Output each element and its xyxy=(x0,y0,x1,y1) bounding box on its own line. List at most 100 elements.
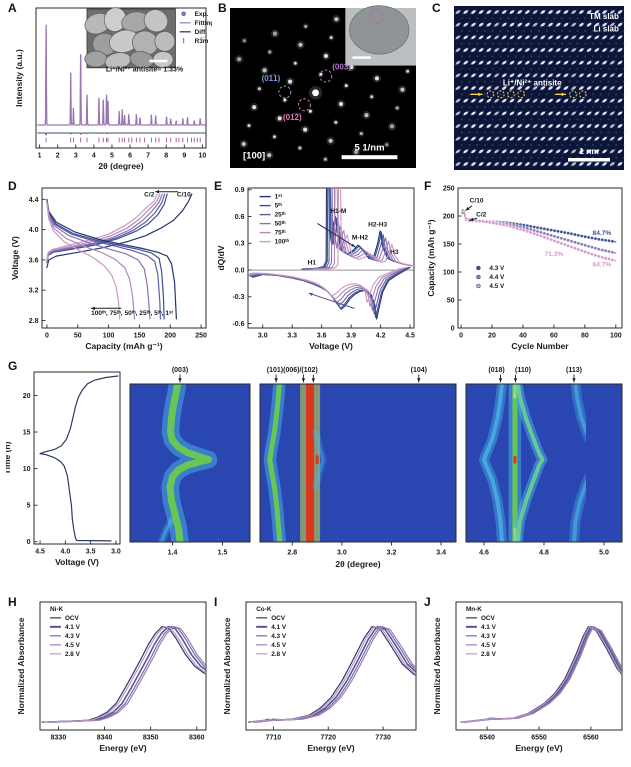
insitu-xrd-contour-003: 1.4 1.5 (003) xyxy=(129,367,251,557)
svg-text:4.4: 4.4 xyxy=(29,197,39,204)
svg-text:Exp.: Exp. xyxy=(195,11,209,18)
svg-text:100: 100 xyxy=(443,269,455,276)
svg-text:8: 8 xyxy=(164,153,168,160)
svg-text:100ᵗʰ, 75ᵗʰ, 50ᵗʰ, 25ᵗʰ, 5ᵗʰ,: 100ᵗʰ, 75ᵗʰ, 50ᵗʰ, 25ᵗʰ, 5ᵗʰ, 1ˢᵗ xyxy=(91,310,173,317)
svg-text:0.6: 0.6 xyxy=(235,214,245,221)
svg-text:0.3: 0.3 xyxy=(235,241,245,248)
svg-text:4.5 V: 4.5 V xyxy=(489,283,505,290)
panel-e: E 3.0 3.3 3.6 3.9 4.2 4.5 -0.6 -0.3 0.0 0.3 0.6 0.9… xyxy=(212,179,422,360)
svg-text:3.0: 3.0 xyxy=(337,550,347,557)
svg-text:Ni-K: Ni-K xyxy=(50,606,64,613)
svg-text:(101)(006)/(102): (101)(006)/(102) xyxy=(267,367,318,374)
voltage-time-chart: 4.5 4.0 3.5 3.0 0 5 10 15 20 Voltage (V) Time (h) xyxy=(6,371,121,567)
svg-text:4.1 V: 4.1 V xyxy=(481,624,497,631)
svg-text:2.8: 2.8 xyxy=(287,550,297,557)
svg-text:84.7%: 84.7% xyxy=(593,230,612,237)
svg-text:40: 40 xyxy=(519,333,527,340)
svg-text:dQ/dV: dQ/dV xyxy=(216,245,226,270)
panel-label-f: F xyxy=(424,179,432,193)
svg-text:(003): (003) xyxy=(172,367,188,374)
svg-text:H1: H1 xyxy=(308,260,317,267)
svg-text:0: 0 xyxy=(45,333,49,340)
svg-text:4.0: 4.0 xyxy=(29,227,39,234)
svg-text:6540: 6540 xyxy=(479,735,495,742)
svg-text:3: 3 xyxy=(74,153,78,160)
insitu-xrd-contour-101-104: 2.8 3.0 3.2 3.4 2θ (degree) (101)(006)/(102) (… xyxy=(259,367,457,569)
panel-i: I 7710 7720 7730 Energy (eV) Normalized Abso… xyxy=(212,595,422,764)
svg-text:2.8 V: 2.8 V xyxy=(271,651,287,658)
svg-text:Li slab: Li slab xyxy=(594,25,619,34)
charge-discharge-chart: 0 50 100 150 200 250 2.8 3.2 3.6 4.0 4.4 Capacity (… xyxy=(10,187,207,351)
svg-text:7710: 7710 xyxy=(266,735,282,742)
svg-text:6560: 6560 xyxy=(583,735,599,742)
panel-label-g: G xyxy=(8,359,18,373)
svg-text:4.6: 4.6 xyxy=(479,550,489,557)
svg-text:7: 7 xyxy=(146,153,150,160)
svg-text:0: 0 xyxy=(459,333,463,340)
svg-text:4.0: 4.0 xyxy=(60,549,70,556)
svg-text:60: 60 xyxy=(550,333,558,340)
panel-h: H 8330 8340 8350 8360 Energy (eV) Normalized … xyxy=(6,595,212,764)
panel-g-voltage: G 4.5 4.0 3.5 3.0 0 5 10 15 20 Voltage (V) Time (h… xyxy=(6,359,126,586)
svg-text:Mn-K: Mn-K xyxy=(466,606,482,613)
svg-text:5ᵗʰ: 5ᵗʰ xyxy=(275,203,283,210)
panel-f: F 0 20 40 60 80 100 0 50 100 150 200 250 Cycle Numbe… xyxy=(422,179,628,360)
svg-text:Co-K: Co-K xyxy=(256,606,272,613)
svg-text:Energy (eV): Energy (eV) xyxy=(515,743,562,753)
svg-text:200: 200 xyxy=(164,333,176,340)
svg-text:8350: 8350 xyxy=(143,735,159,742)
svg-text:-0.3: -0.3 xyxy=(232,294,244,301)
svg-text:7730: 7730 xyxy=(375,735,391,742)
svg-text:Capacity (mAh g⁻¹): Capacity (mAh g⁻¹) xyxy=(426,219,436,296)
svg-text:3.0: 3.0 xyxy=(111,549,121,556)
svg-text:2θ (degree): 2θ (degree) xyxy=(335,559,380,569)
svg-text:Voltage (V): Voltage (V) xyxy=(55,557,99,567)
svg-text:3.2: 3.2 xyxy=(387,550,397,557)
svg-text:2.8: 2.8 xyxy=(29,318,39,325)
panel-label-b: B xyxy=(218,1,227,15)
svg-text:4: 4 xyxy=(92,153,96,160)
svg-text:1.4: 1.4 xyxy=(168,550,178,557)
svg-text:3.3: 3.3 xyxy=(287,333,297,340)
svg-text:4.5 V: 4.5 V xyxy=(481,642,497,649)
ni-k-xas-chart: 8330 8340 8350 8360 Energy (eV) Normalized Ab… xyxy=(16,601,207,753)
svg-text:Intensity (a.u.): Intensity (a.u.) xyxy=(14,49,24,107)
svg-text:Capacity (mAh g⁻¹): Capacity (mAh g⁻¹) xyxy=(85,341,162,351)
svg-text:(01̅2̅): (01̅2̅) xyxy=(283,113,302,122)
panel-label-a: A xyxy=(8,1,17,15)
svg-text:Fitting: Fitting xyxy=(195,20,212,27)
svg-text:250: 250 xyxy=(195,333,207,340)
svg-text:10: 10 xyxy=(23,466,31,473)
svg-text:3.2: 3.2 xyxy=(29,288,39,295)
svg-text:Voltage (V): Voltage (V) xyxy=(309,341,353,351)
svg-text:(113): (113) xyxy=(566,367,582,374)
svg-text:5: 5 xyxy=(27,503,31,510)
svg-text:50: 50 xyxy=(447,297,455,304)
svg-text:50ᵗʰ: 50ᵗʰ xyxy=(275,221,286,228)
svg-text:4.3 V: 4.3 V xyxy=(65,633,81,640)
svg-text:Cycle Number: Cycle Number xyxy=(511,341,569,351)
saed-pattern-image: (003) (01̅1) (01̅2̅) [100] 5 1/nm xyxy=(230,5,416,168)
svg-text:50: 50 xyxy=(74,333,82,340)
svg-text:5.0: 5.0 xyxy=(599,550,609,557)
svg-text:0.9: 0.9 xyxy=(235,187,245,194)
svg-text:TM slab: TM slab xyxy=(589,12,619,21)
svg-text:R3̅m: R3̅m xyxy=(195,37,209,45)
panel-label-c: C xyxy=(432,1,441,15)
svg-text:10: 10 xyxy=(198,153,206,160)
svg-text:0: 0 xyxy=(27,539,31,546)
panel-label-j: J xyxy=(424,595,431,609)
panel-j: J 6540 6550 6560 Energy (eV) Normalized Abso… xyxy=(422,595,628,764)
panel-c: C TM slab Li slab Li⁺/Ni²⁺ antisite 1 nm xyxy=(430,1,628,178)
svg-text:75ᵗʰ: 75ᵗʰ xyxy=(275,230,286,237)
svg-text:2.8 V: 2.8 V xyxy=(481,651,497,658)
svg-text:3.9: 3.9 xyxy=(346,333,356,340)
svg-text:71.3%: 71.3% xyxy=(545,251,564,258)
svg-text:100: 100 xyxy=(103,333,115,340)
svg-text:200: 200 xyxy=(443,213,455,220)
svg-text:80: 80 xyxy=(581,333,589,340)
panel-label-i: I xyxy=(214,595,218,609)
svg-text:(110): (110) xyxy=(515,367,531,374)
svg-text:2: 2 xyxy=(56,153,60,160)
dqdv-chart: 3.0 3.3 3.6 3.9 4.2 4.5 -0.6 -0.3 0.0 0.3 0.6 0.9 Vo… xyxy=(216,187,415,351)
